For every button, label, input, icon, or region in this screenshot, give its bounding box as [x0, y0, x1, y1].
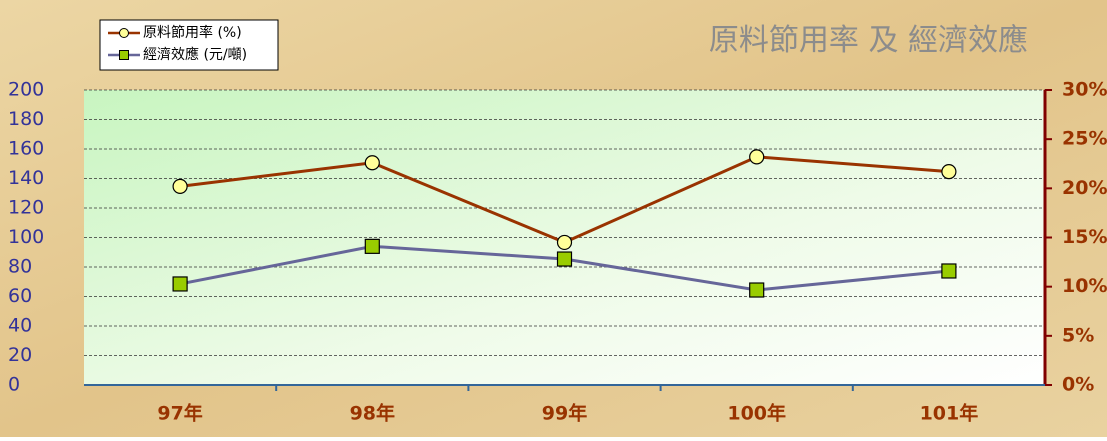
marker — [941, 164, 957, 180]
marker — [556, 234, 573, 251]
legend — [99, 19, 279, 71]
y-tick-label: 80 — [8, 256, 32, 278]
y-tick-label: 100 — [8, 226, 44, 248]
marker — [941, 263, 957, 279]
y-tick-label: 60 — [8, 285, 32, 307]
x-tick-label: 101年 — [920, 402, 979, 425]
y-tick-label: 200 — [8, 79, 44, 101]
marker — [172, 178, 188, 194]
legend-marker — [119, 50, 129, 60]
y-tick-label: 20 — [8, 344, 32, 366]
y2-tick-label: 30% — [1062, 79, 1107, 101]
marker — [364, 238, 380, 254]
y-tick-label: 160 — [8, 138, 44, 160]
marker — [749, 149, 765, 165]
y2-tick-label: 10% — [1062, 275, 1107, 297]
legend-label: 經濟效應 (元/噸) — [143, 46, 247, 63]
legend-marker — [119, 28, 129, 38]
y2-tick-label: 0% — [1062, 374, 1094, 396]
marker — [364, 155, 380, 171]
y-tick-label: 40 — [8, 315, 32, 337]
x-tick-label: 100年 — [727, 402, 786, 425]
marker — [749, 282, 765, 298]
x-tick-label: 99年 — [542, 402, 587, 425]
x-tick-label: 97年 — [157, 402, 202, 425]
x-tick-label: 98年 — [350, 402, 395, 425]
marker — [172, 276, 188, 292]
y2-tick-label: 15% — [1062, 226, 1107, 248]
marker — [556, 251, 573, 267]
y-tick-label: 140 — [8, 167, 44, 189]
chart-title: 原料節用率 及 經濟效應 — [709, 23, 1028, 58]
legend-label: 原料節用率 (%) — [143, 24, 242, 41]
y2-tick-label: 5% — [1062, 324, 1094, 346]
y2-tick-label: 20% — [1062, 177, 1107, 199]
y-tick-label: 120 — [8, 197, 44, 219]
y2-tick-label: 25% — [1062, 128, 1107, 150]
y-tick-label: 0 — [8, 374, 20, 396]
y-tick-label: 180 — [8, 108, 44, 130]
